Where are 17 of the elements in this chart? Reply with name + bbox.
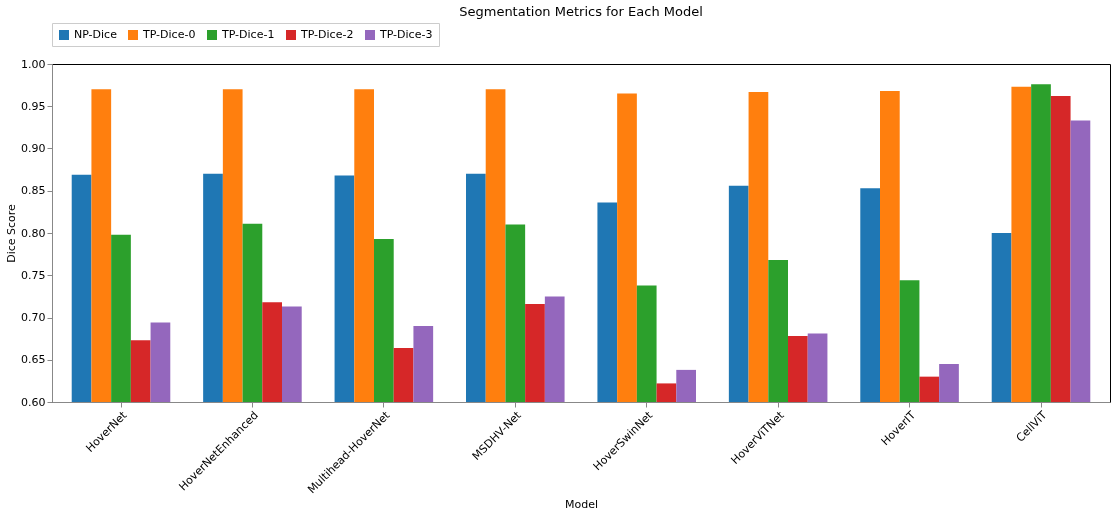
y-tick-label: 0.65 (21, 353, 46, 367)
y-tick-label: 0.75 (21, 268, 46, 282)
x-axis-title: Model (564, 498, 599, 512)
y-tick-label: 1.00 (21, 57, 46, 71)
y-tick-label: 0.70 (21, 311, 46, 324)
legend-label: TP-Dice-0 (142, 28, 196, 41)
y-tick-label: 0.95 (21, 99, 46, 113)
legend-label: TP-Dice-2 (300, 28, 354, 41)
y-tick-label: 0.60 (21, 395, 46, 409)
legend-label: TP-Dice-3 (379, 28, 433, 41)
legend-label: TP-Dice-1 (221, 28, 275, 41)
y-tick-label: 0.80 (21, 226, 46, 240)
y-tick-label: 0.90 (21, 142, 46, 155)
legend-label: NP-Dice (74, 28, 118, 41)
chart-title: Segmentation Metrics for Each Model (459, 3, 703, 19)
y-tick-label: 0.85 (21, 184, 46, 198)
y-axis-title: Dice Score (5, 203, 19, 263)
